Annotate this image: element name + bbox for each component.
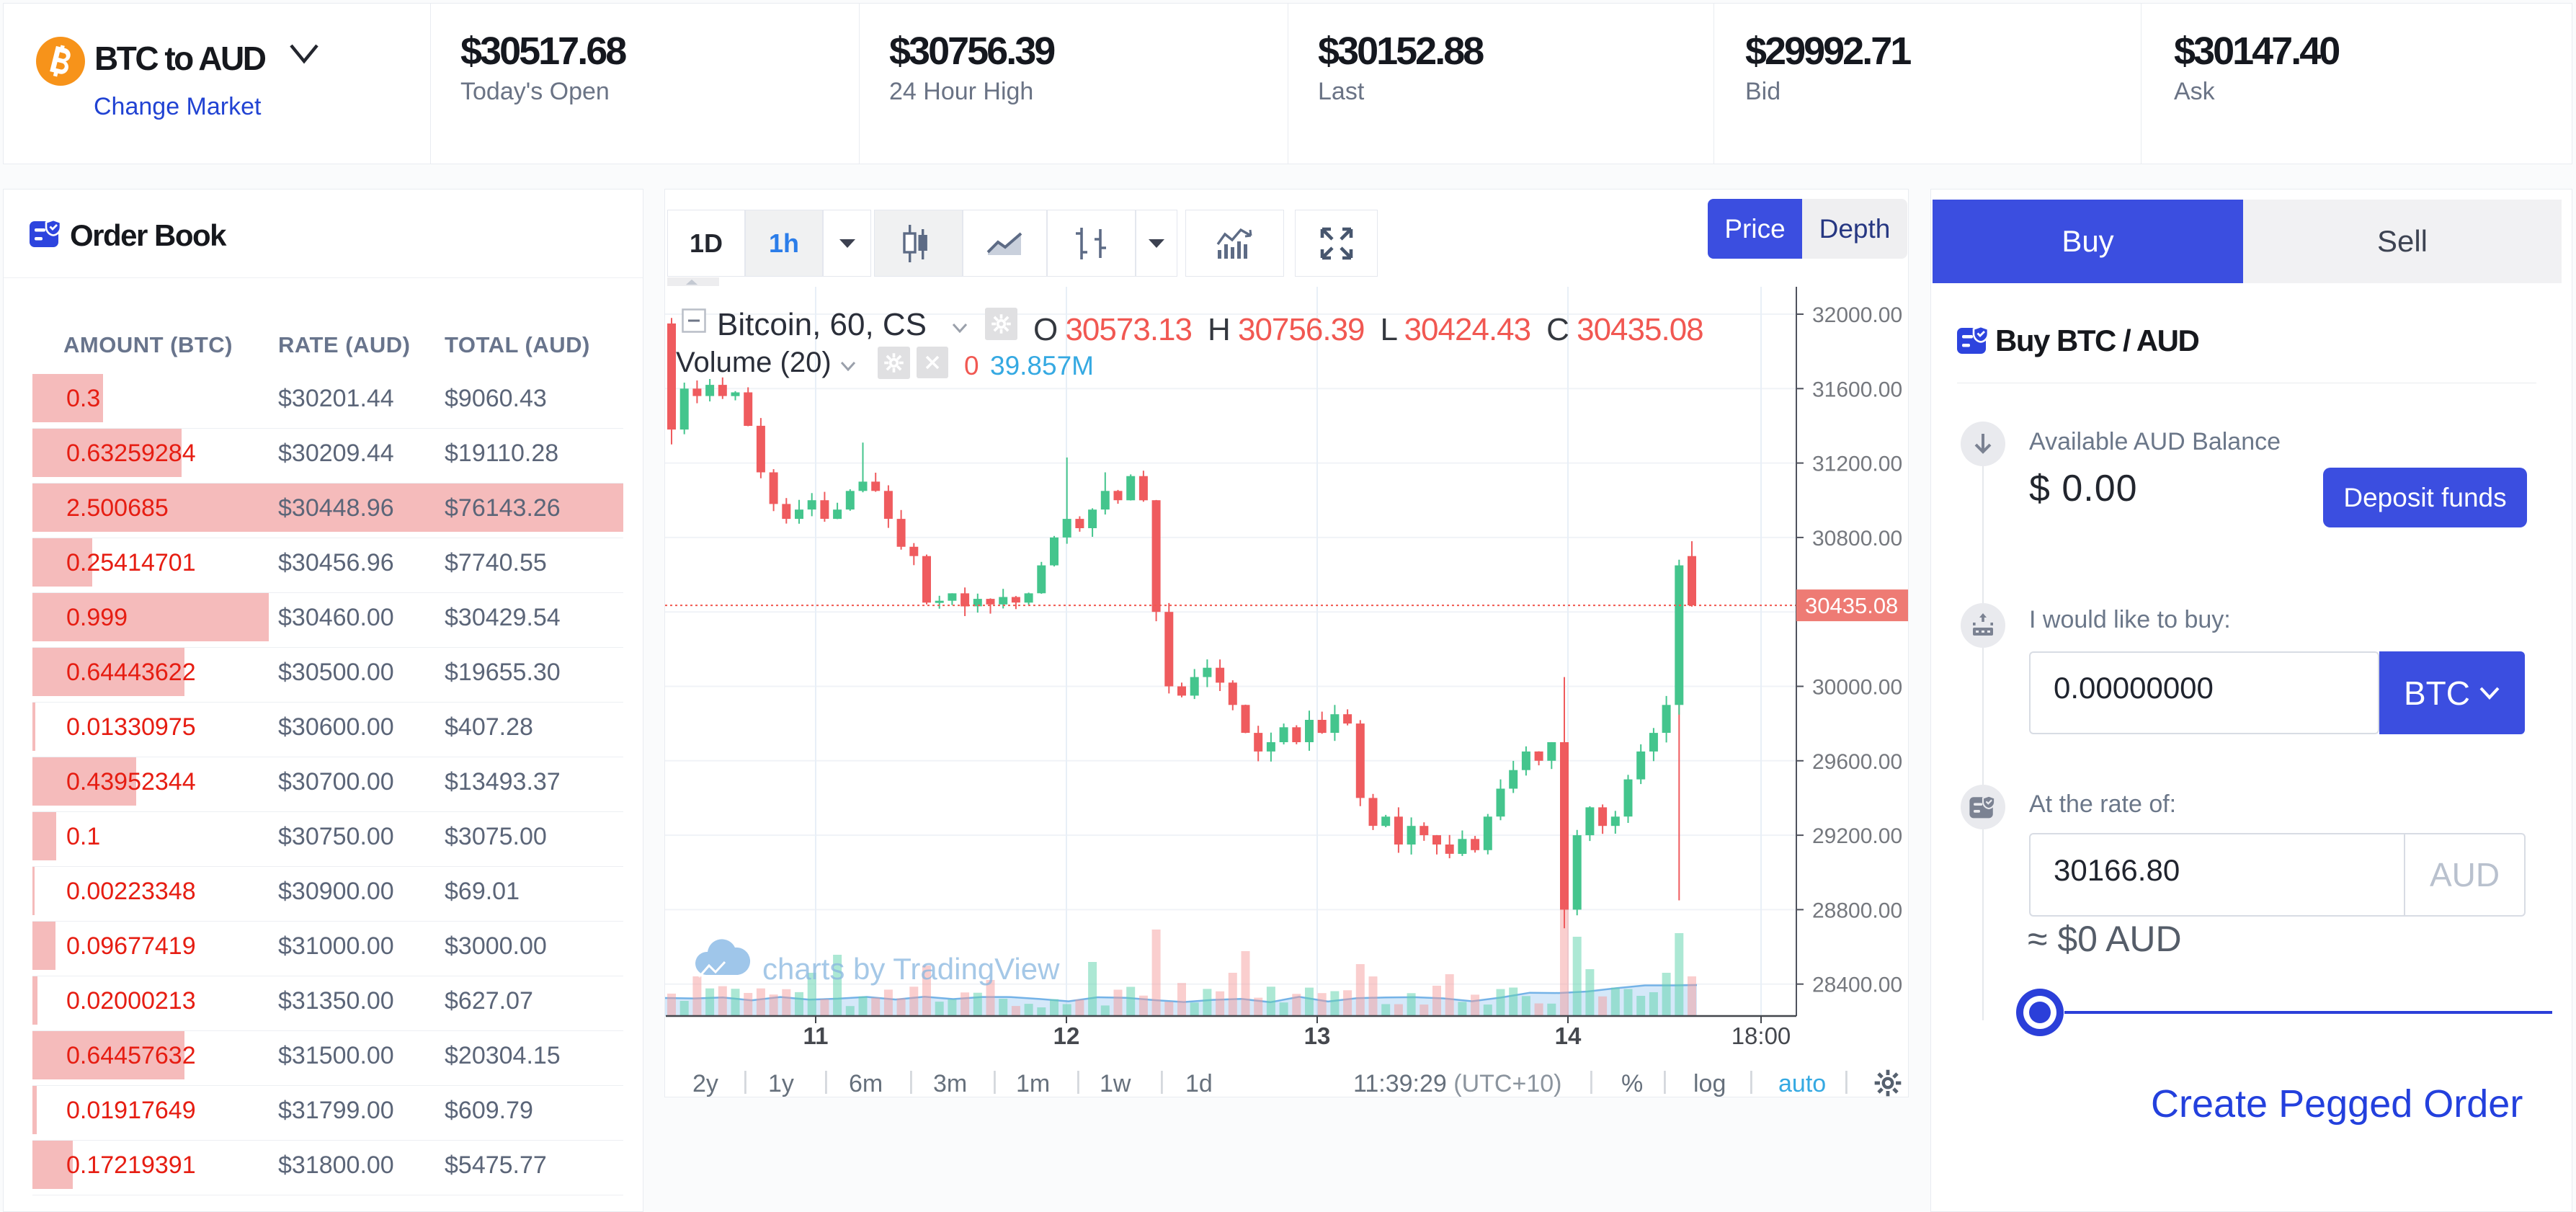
svg-text:29200.00: 29200.00 (1812, 824, 1902, 848)
svg-text:31600.00: 31600.00 (1812, 378, 1902, 401)
svg-text:18:00: 18:00 (1732, 1022, 1791, 1049)
svg-text:30435.08: 30435.08 (1805, 593, 1898, 618)
svg-text:28400.00: 28400.00 (1812, 973, 1902, 997)
svg-text:11: 11 (803, 1022, 829, 1049)
svg-text:13: 13 (1304, 1022, 1331, 1049)
svg-text:30800.00: 30800.00 (1812, 527, 1902, 551)
svg-text:31200.00: 31200.00 (1812, 453, 1902, 476)
svg-text:30000.00: 30000.00 (1812, 676, 1902, 700)
svg-text:32000.00: 32000.00 (1812, 303, 1902, 327)
svg-text:14: 14 (1555, 1022, 1582, 1049)
svg-text:charts by TradingView: charts by TradingView (762, 952, 1060, 986)
svg-text:28800.00: 28800.00 (1812, 899, 1902, 922)
svg-text:29600.00: 29600.00 (1812, 750, 1902, 774)
svg-text:12: 12 (1053, 1022, 1080, 1049)
